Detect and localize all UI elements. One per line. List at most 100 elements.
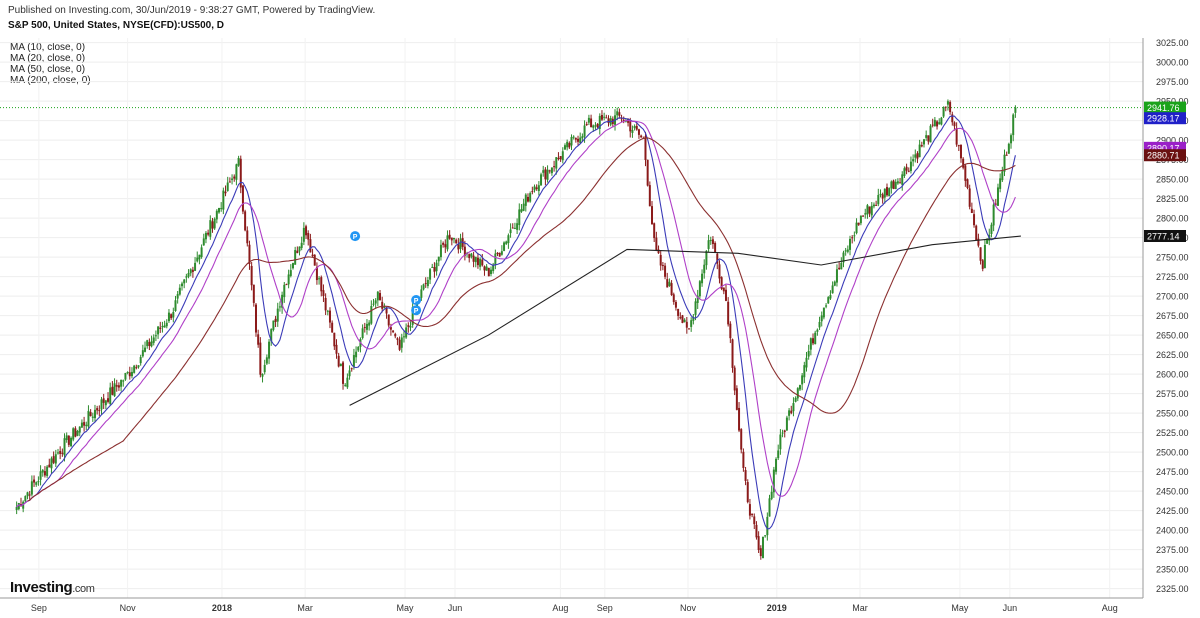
candle-body — [41, 470, 44, 473]
candle-body — [640, 135, 643, 138]
candle-body — [1014, 107, 1017, 113]
candle-body — [218, 207, 221, 213]
candle-body — [302, 227, 305, 242]
candle-body — [733, 367, 736, 391]
candle-body — [790, 410, 793, 414]
candle-body — [635, 125, 638, 130]
candle-body — [365, 323, 368, 330]
candle-body — [846, 249, 849, 252]
candle-body — [912, 159, 915, 162]
candle-body — [718, 264, 721, 279]
candle-body — [429, 269, 432, 280]
indicator-ma-200[interactable]: MA (200, close, 0) — [10, 75, 91, 86]
x-tick-label: Nov — [680, 603, 697, 613]
candle-body — [470, 253, 473, 257]
candle-body — [446, 235, 449, 250]
candle-body — [85, 424, 88, 427]
candle-body — [385, 308, 388, 314]
candle-body — [581, 136, 584, 139]
event-marker-label: P — [414, 298, 419, 305]
candle-body — [157, 326, 160, 335]
candle-body — [646, 159, 649, 186]
candle-body — [361, 328, 364, 339]
candle-body — [740, 429, 743, 450]
candle-body — [411, 307, 414, 325]
candle-body — [350, 368, 353, 370]
candle-body — [687, 328, 690, 330]
candle-body — [194, 262, 197, 271]
candle-body — [546, 169, 549, 180]
candle-body — [531, 191, 534, 193]
candle-body — [372, 303, 375, 305]
candle-body — [437, 256, 440, 262]
candle-body — [724, 289, 727, 301]
candle-body — [755, 524, 758, 538]
candle-body — [973, 214, 976, 226]
candle-body — [213, 218, 216, 229]
x-tick-label: May — [397, 603, 415, 613]
candle-body — [657, 249, 660, 254]
candle-body — [714, 242, 717, 253]
candle-body — [424, 283, 427, 285]
candle-body — [868, 206, 871, 214]
candle-body — [1005, 154, 1008, 156]
candle-body — [98, 410, 101, 412]
candle-body — [402, 336, 405, 338]
candle-body — [331, 322, 334, 333]
candle-body — [104, 400, 107, 406]
candle-body — [661, 265, 664, 267]
candle-body — [992, 204, 995, 226]
candle-body — [457, 244, 460, 250]
candle-body — [379, 293, 382, 301]
event-marker-label: P — [414, 308, 419, 315]
x-tick-label: Aug — [1102, 603, 1118, 613]
candle-body — [198, 254, 201, 260]
candle-body — [938, 122, 941, 125]
candle-body — [574, 138, 577, 140]
candle-body — [487, 267, 490, 277]
candle-body — [474, 256, 477, 263]
candle-body — [35, 482, 38, 485]
candle-body — [176, 294, 179, 299]
candle-body — [568, 143, 571, 148]
candle-body — [357, 346, 360, 351]
candle-body — [183, 279, 186, 284]
candle-body — [849, 238, 852, 250]
candle-body — [28, 494, 31, 496]
event-markers[interactable]: PPP — [350, 231, 422, 316]
candle-body — [115, 385, 118, 387]
candle-body — [235, 164, 238, 180]
candle-body — [83, 422, 86, 426]
candle-body — [26, 492, 29, 497]
candle-body — [472, 255, 475, 262]
candle-body — [363, 327, 366, 329]
x-tick-label: 2018 — [212, 603, 232, 613]
y-tick-label: 2475.00 — [1156, 467, 1189, 477]
candle-body — [944, 106, 947, 108]
candle-body — [342, 362, 345, 384]
indicator-ma-10[interactable]: MA (10, close, 0) — [10, 42, 86, 53]
candle-body — [61, 452, 64, 454]
candle-body — [668, 281, 671, 286]
indicator-ma-20[interactable]: MA (20, close, 0) — [10, 53, 86, 64]
candle-body — [872, 204, 875, 207]
candle-body — [748, 504, 751, 516]
indicator-ma-50[interactable]: MA (50, close, 0) — [10, 64, 86, 75]
candle-body — [757, 536, 760, 550]
y-tick-label: 2900.00 — [1156, 136, 1189, 146]
candle-body — [191, 269, 194, 272]
candle-body — [853, 235, 856, 237]
candle-body — [494, 253, 497, 266]
candle-body — [875, 204, 878, 206]
candle-body — [648, 185, 651, 207]
candle-body — [922, 139, 925, 145]
candle-body — [794, 397, 797, 402]
candle-body — [209, 220, 212, 237]
candle-body — [17, 503, 20, 510]
candle-body — [107, 398, 110, 402]
candle-body — [840, 263, 843, 270]
y-tick-label: 2450.00 — [1156, 487, 1189, 497]
candle-body — [481, 259, 484, 266]
y-tick-label: 2425.00 — [1156, 506, 1189, 516]
